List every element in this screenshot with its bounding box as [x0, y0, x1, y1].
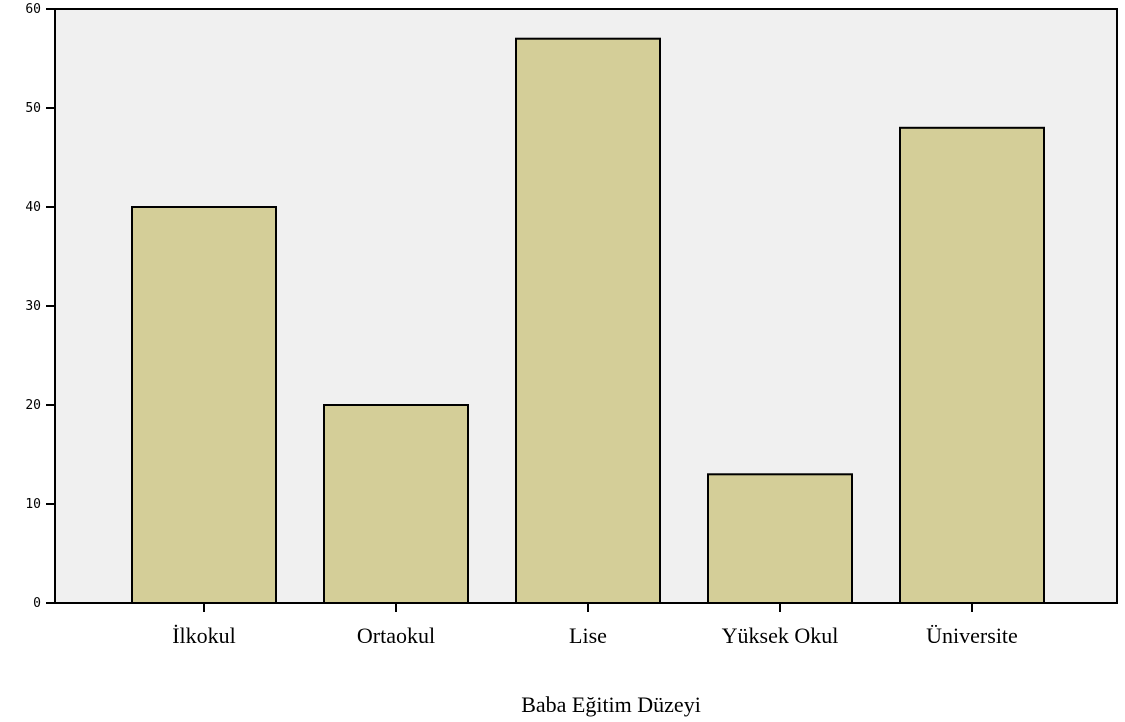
y-tick-label: 40	[25, 200, 41, 215]
x-tick-label: Ortaokul	[357, 623, 435, 648]
x-axis: İlkokul Ortaokul Lise Yüksek Okul Üniversite	[172, 603, 1018, 648]
bar-1	[323, 404, 469, 604]
bar-0	[131, 206, 277, 604]
y-axis: 0 10 20 30 40 50 60	[25, 2, 55, 611]
y-tick-label: 60	[25, 2, 41, 17]
x-axis-title: Baba Eğitim Düzeyi	[521, 692, 701, 717]
y-tick-label: 10	[25, 497, 41, 512]
x-tick-label: Lise	[569, 623, 607, 648]
y-tick-label: 0	[33, 596, 41, 611]
y-tick-label: 20	[25, 398, 41, 413]
y-tick-label: 50	[25, 101, 41, 116]
x-tick-label: Yüksek Okul	[722, 623, 839, 648]
bar-3	[707, 473, 853, 604]
x-tick-label: Üniversite	[926, 623, 1018, 648]
bars-group	[131, 37, 1045, 605]
bar-4	[899, 126, 1045, 605]
bar-2	[515, 37, 661, 604]
x-tick-label: İlkokul	[172, 623, 236, 648]
y-tick-label: 30	[25, 299, 41, 314]
